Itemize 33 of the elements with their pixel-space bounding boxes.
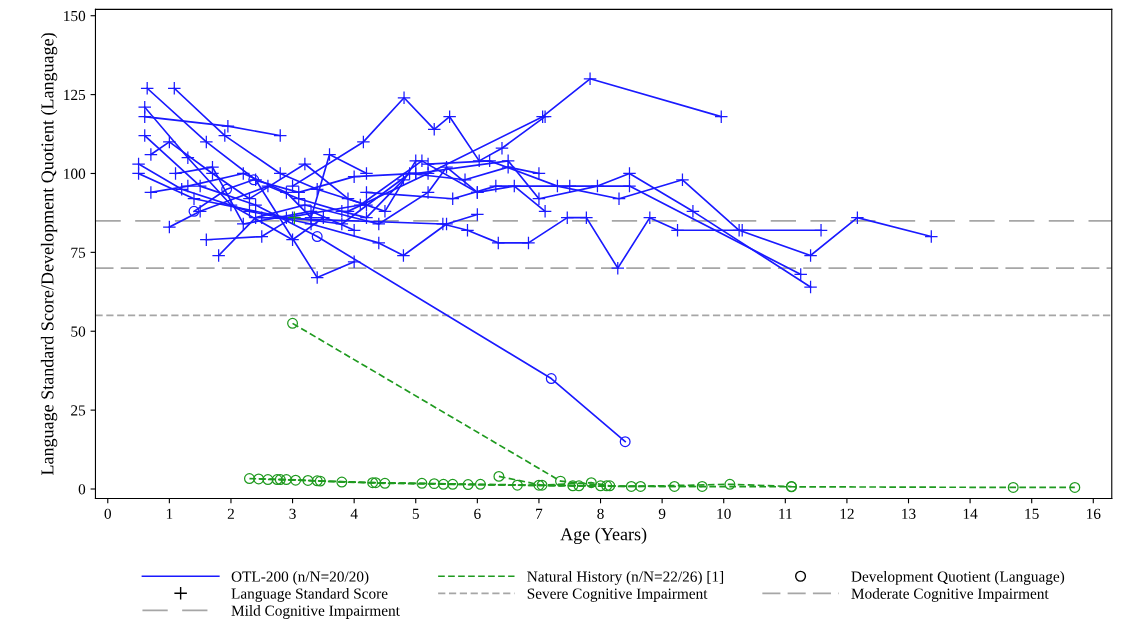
x-tick-label: 11: [779, 508, 792, 519]
x-tick-label: 2: [227, 508, 234, 519]
x-tick-label: 0: [104, 508, 112, 519]
x-tick-label: 10: [717, 508, 731, 519]
x-tick-label: 9: [658, 508, 666, 519]
legend-label: Severe Cognitive Impairment: [527, 588, 708, 602]
legend-label: OTL-200 (n/N=20/20): [231, 571, 369, 585]
y-tick-label: 150: [64, 10, 86, 22]
y-tick-label: 25: [71, 405, 86, 416]
x-tick-label: 5: [412, 508, 419, 519]
x-tick-label: 15: [1025, 508, 1039, 519]
x-tick-label: 3: [289, 508, 296, 519]
text: Development Quotient (Language): [851, 571, 1065, 585]
x-tick-label: 16: [1087, 508, 1101, 519]
y-tick-label: 75: [71, 247, 86, 258]
y-tick-label: 0: [78, 484, 86, 495]
x-tick-label: 6: [474, 508, 481, 519]
x-tick-label: 4: [350, 508, 358, 519]
y-tick-label: 50: [71, 326, 86, 337]
legend-label: Moderate Cognitive Impairment: [851, 588, 1049, 602]
text: Language Standard Score: [231, 588, 388, 602]
legend-label: Mild Cognitive Impairment: [231, 605, 400, 619]
y-tick-label: 125: [64, 89, 86, 101]
x-tick-label: 8: [597, 508, 604, 519]
y-axis-title: Language Standard Score/Development Quotient (Language): [40, 33, 58, 476]
x-tick-label: 14: [963, 508, 978, 519]
legend-label: Natural History (n/N=22/26) [1]: [527, 571, 724, 585]
x-axis-title: Age (Years): [560, 527, 647, 545]
x-tick-label: 12: [840, 508, 854, 519]
y-tick-label: 100: [64, 168, 86, 179]
x-tick-label: 7: [536, 508, 543, 519]
x-tick-label: 1: [166, 508, 173, 519]
x-tick-label: 13: [902, 508, 916, 519]
